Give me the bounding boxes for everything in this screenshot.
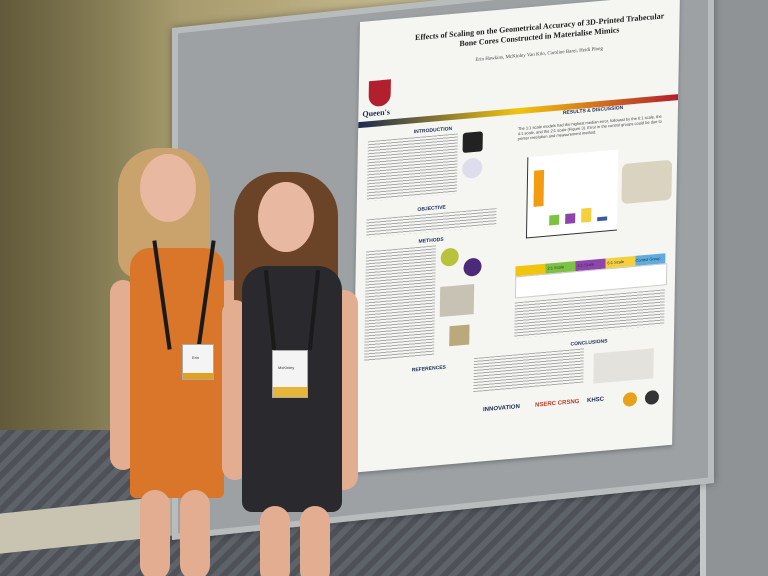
presenter-left: Erin: [100, 140, 240, 576]
left-leg-left-person: [140, 490, 170, 576]
badge-strip-left: [183, 373, 213, 379]
table-header-control: Control Group: [635, 255, 661, 263]
khsc-logo: KHSC: [586, 396, 605, 405]
trabecular-model-image: [439, 284, 475, 318]
nserc-logo: NSERC CRSNG: [534, 398, 580, 409]
table-header-2to1: 2:1 Scale: [547, 264, 565, 271]
badge-name-right: McKinley: [278, 365, 295, 370]
name-badge-right: McKinley: [272, 350, 308, 398]
box-control: [597, 216, 608, 222]
face-left: [140, 154, 196, 222]
scan-render-purple: [463, 257, 482, 277]
face-right: [258, 182, 314, 252]
institution-logo-text: Queen's: [362, 107, 391, 119]
hip-implant-image: [593, 348, 654, 384]
box-4to1: [565, 213, 576, 225]
bone-scan-thumb: [462, 131, 483, 154]
table-header-4to1: 4:1 Scale: [577, 261, 595, 268]
table-header-6to1: 6:1 Scale: [607, 258, 625, 266]
badge-name-left: Erin: [192, 355, 200, 360]
queens-crest-icon: [368, 79, 391, 108]
presenter-right: McKinley: [220, 170, 370, 576]
partner-logo-seal-icon: [644, 389, 660, 406]
scan-render-yellow: [440, 247, 459, 267]
box-2to1: [549, 214, 560, 226]
introduction-text: [366, 133, 458, 202]
box-1to1: [533, 169, 545, 207]
printed-core-image: [449, 324, 470, 347]
name-badge-left: Erin: [182, 344, 214, 380]
sponsor-logos: INNOVATION NSERC CRSNG KHSC: [482, 385, 673, 442]
right-leg-left-person: [180, 490, 210, 576]
innovation-logo: INNOVATION: [482, 404, 520, 414]
partner-logo-circle-icon: [622, 391, 638, 408]
right-leg-right-person: [300, 506, 330, 576]
boxplot-figure: [525, 149, 619, 239]
left-leg-right-person: [260, 506, 290, 576]
methods-text: [364, 245, 436, 362]
badge-strip-right: [273, 387, 307, 397]
statistics-text: [514, 289, 665, 339]
research-poster: Effects of Scaling on the Geometrical Ac…: [352, 0, 680, 473]
printed-cores-photo: [621, 159, 673, 205]
box-6to1: [581, 207, 592, 223]
bone-core-thumb: [462, 157, 483, 180]
conclusions-text: [473, 348, 584, 393]
